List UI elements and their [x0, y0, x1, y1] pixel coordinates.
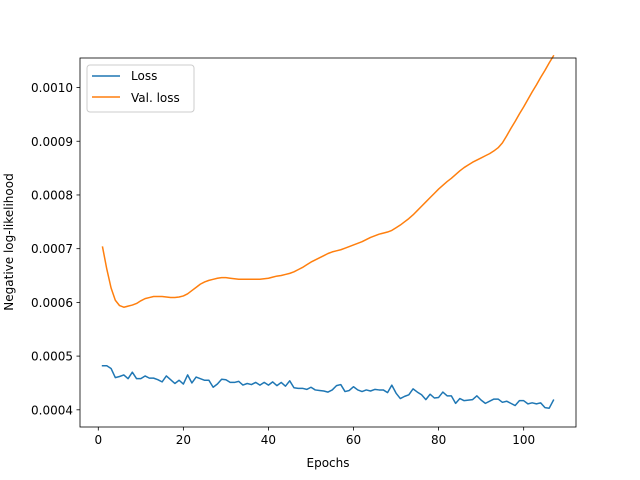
y-tick-label: 0.0007 [31, 242, 73, 256]
x-tick-label: 80 [431, 433, 446, 447]
axes-frame [79, 57, 577, 428]
y-tick-label: 0.0008 [31, 188, 73, 202]
x-tick-label: 100 [512, 433, 535, 447]
x-axis-label: Epochs [307, 456, 350, 470]
legend: Loss Val. loss [86, 64, 195, 113]
legend-label-val-loss: Val. loss [131, 91, 180, 105]
x-tick-label: 0 [94, 433, 102, 447]
y-tick-label: 0.0006 [31, 296, 73, 310]
y-axis-label: Negative log-likelihood [2, 173, 16, 310]
y-tick-label: 0.0009 [31, 135, 73, 149]
plot-area [80, 58, 576, 427]
legend-label-loss: Loss [131, 69, 157, 83]
y-tick-label: 0.0005 [31, 350, 73, 364]
x-tick-label: 60 [346, 433, 361, 447]
y-tick-label: 0.0010 [31, 81, 73, 95]
y-tick-label: 0.0004 [31, 403, 73, 417]
series-line-val-loss [101, 54, 555, 308]
axes-layer: 0 20 40 60 80 100 0.0004 0.0005 0.0006 0.0007 0.00… [31, 57, 577, 447]
series-layer [101, 54, 555, 409]
x-tick-label: 40 [261, 433, 276, 447]
series-line-loss [101, 365, 555, 409]
x-tick-label: 20 [176, 433, 191, 447]
